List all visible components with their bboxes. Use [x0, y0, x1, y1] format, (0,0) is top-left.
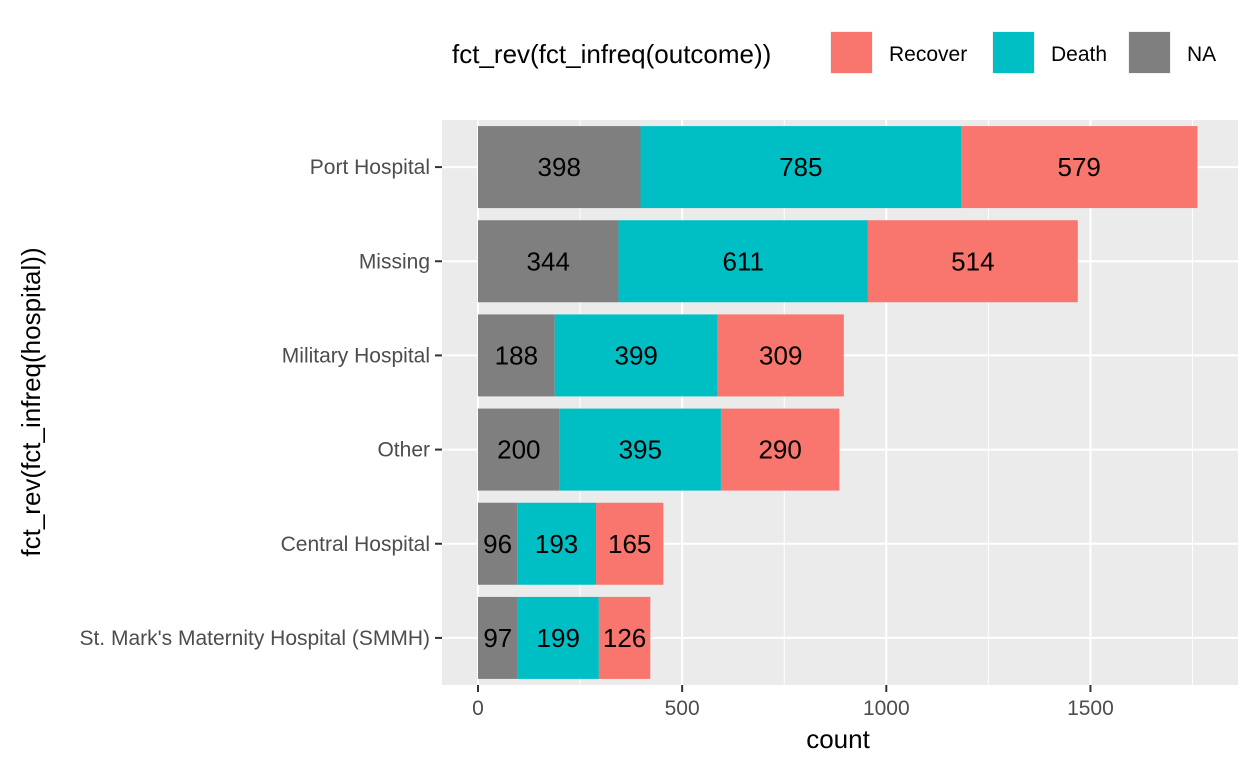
x-tick-label: 0 [472, 697, 484, 720]
bar-segment-recover [595, 502, 664, 585]
bar-segment-death [517, 596, 599, 679]
legend-swatch-death [993, 32, 1034, 73]
bar-value-label-recover: 126 [603, 623, 646, 653]
bar-value-label-na: 97 [483, 623, 512, 653]
bar-value-label-death: 395 [619, 435, 662, 465]
bar-value-label-na: 344 [527, 246, 570, 276]
legend-swatch-na [1129, 32, 1170, 73]
bar-segment-na [478, 502, 518, 585]
x-axis-title: count [806, 724, 870, 754]
bar-value-label-recover: 165 [608, 529, 651, 559]
bar-value-label-recover: 290 [758, 435, 801, 465]
bar-segment-recover [867, 220, 1078, 303]
bar-segment-death [559, 408, 721, 491]
bar-value-label-na: 188 [495, 340, 538, 370]
bar-value-label-recover: 579 [1058, 152, 1101, 182]
bar-segment-na [478, 408, 560, 491]
bar-value-label-death: 193 [535, 529, 578, 559]
bar-value-label-death: 611 [722, 246, 763, 276]
bar-segment-death [554, 314, 718, 397]
y-tick-label: Central Hospital [281, 533, 430, 556]
bar-segment-death [618, 220, 868, 303]
y-tick-label: Military Hospital [282, 344, 430, 367]
bar-value-label-recover: 309 [759, 340, 802, 370]
bar-value-label-death: 199 [537, 623, 580, 653]
minor-gridlines [579, 120, 1194, 685]
bar-segment-recover [961, 126, 1198, 209]
legend-label-death: Death [1051, 43, 1107, 66]
y-axis: Port Hospital Missing Military Hospital Oth… [79, 156, 442, 650]
bar-segment-recover [717, 314, 844, 397]
bar-segment-na [478, 220, 619, 303]
x-axis: 0 500 1000 1500 [472, 685, 1114, 720]
x-tick-label: 1500 [1067, 697, 1114, 720]
y-axis-title: fct_rev(fct_infreq(hospital)) [16, 247, 46, 556]
bar-value-label-na: 96 [483, 529, 512, 559]
plot-panel [442, 120, 1238, 685]
legend-title: fct_rev(fct_infreq(outcome)) [452, 39, 771, 69]
bar-value-label-na: 398 [538, 152, 581, 182]
bar-segment-na [478, 314, 555, 397]
bar-value-label-death: 785 [779, 152, 822, 182]
x-tick-label: 1000 [863, 697, 910, 720]
bar-labels-layer: 398 785 579 344 611 514 188 399 309 200 395 290 96 19… [483, 152, 1101, 653]
legend-label-na: NA [1187, 43, 1216, 66]
bar-value-label-death: 399 [615, 340, 658, 370]
bars-layer [478, 126, 1198, 679]
legend-label-recover: Recover [889, 43, 967, 66]
bar-value-label-recover: 514 [951, 246, 994, 276]
bar-value-label-na: 200 [497, 435, 540, 465]
legend-swatch-recover [831, 32, 872, 73]
bar-segment-death [640, 126, 962, 209]
bar-segment-death [517, 502, 596, 585]
bar-segment-na [478, 126, 641, 209]
legend: fct_rev(fct_infreq(outcome)) Recover Dea… [452, 31, 1216, 74]
y-tick-label: Other [377, 439, 430, 462]
bar-segment-recover [720, 408, 840, 491]
bar-segment-na [478, 596, 518, 679]
y-tick-label: St. Mark's Maternity Hospital (SMMH) [79, 627, 430, 650]
bar-segment-recover [598, 596, 651, 679]
y-tick-label: Port Hospital [310, 156, 430, 179]
x-tick-label: 500 [665, 697, 700, 720]
y-tick-label: Missing [359, 250, 430, 273]
